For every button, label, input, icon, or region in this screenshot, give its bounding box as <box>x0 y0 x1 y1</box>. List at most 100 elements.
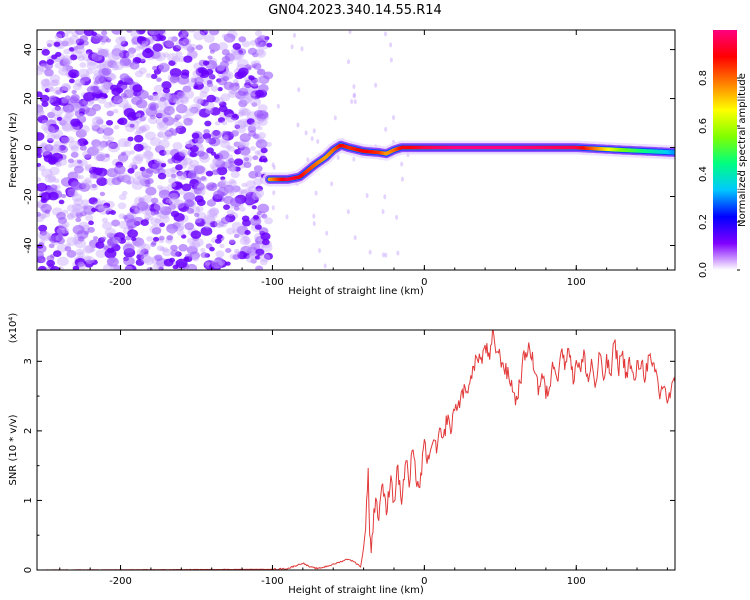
noise-blob <box>242 235 250 242</box>
noise-blob <box>365 193 369 199</box>
noise-blob <box>104 101 112 109</box>
noise-blob <box>209 73 215 79</box>
noise-blob <box>69 96 79 104</box>
noise-blob <box>167 53 179 62</box>
noise-blob <box>381 209 385 215</box>
noise-blob <box>140 254 152 264</box>
noise-blob <box>123 214 135 223</box>
noise-blob <box>107 51 120 62</box>
noise-blob <box>170 182 177 188</box>
noise-blob <box>59 119 67 126</box>
colorbar-tick-label: 0.8 <box>698 70 709 86</box>
noise-blob <box>297 87 301 93</box>
noise-blob <box>103 202 111 209</box>
noise-blob <box>228 87 238 95</box>
noise-blob <box>312 128 316 134</box>
noise-blob <box>154 52 166 62</box>
noise-blob <box>49 96 57 102</box>
noise-blob <box>138 125 147 132</box>
noise-blob <box>54 33 63 40</box>
noise-blob <box>49 74 61 83</box>
noise-blob <box>250 121 261 130</box>
noise-blob <box>156 77 162 82</box>
noise-blob <box>137 175 145 182</box>
noise-blob <box>162 135 170 141</box>
noise-blob <box>168 197 180 206</box>
noise-blob <box>41 49 50 56</box>
noise-blob <box>91 183 97 189</box>
noise-blob <box>259 253 271 263</box>
noise-blob <box>78 68 90 78</box>
noise-blob <box>186 46 195 53</box>
noise-blob <box>118 194 127 201</box>
noise-blob <box>238 67 249 77</box>
noise-blob <box>228 178 236 185</box>
noise-blob <box>90 207 97 213</box>
noise-blob <box>47 175 56 182</box>
noise-blob <box>384 126 388 132</box>
noise-blob <box>133 208 142 215</box>
noise-blob <box>63 104 75 114</box>
noise-blob <box>220 136 229 144</box>
noise-blob <box>232 185 241 193</box>
spectrogram-x-label: Height of straight line (km) <box>288 286 424 297</box>
noise-blob <box>101 217 109 223</box>
noise-blob <box>97 97 107 104</box>
noise-blob <box>192 255 200 262</box>
noise-blob <box>122 243 135 253</box>
noise-blob <box>250 258 257 264</box>
noise-blob <box>129 150 135 155</box>
noise-blob <box>189 151 198 158</box>
noise-blob <box>61 82 71 91</box>
noise-blob <box>60 118 69 125</box>
noise-blob <box>118 156 128 163</box>
noise-blob <box>312 221 316 227</box>
noise-blob <box>353 235 357 241</box>
noise-blob <box>167 98 174 104</box>
noise-blob <box>176 91 187 100</box>
noise-blob <box>217 259 225 266</box>
noise-blob <box>230 180 238 186</box>
noise-blob <box>368 249 372 255</box>
noise-blob <box>76 251 85 259</box>
noise-blob <box>160 206 172 216</box>
noise-blob <box>352 156 356 162</box>
noise-blob <box>61 193 67 199</box>
noise-blob <box>153 84 164 93</box>
noise-blob <box>41 119 49 126</box>
noise-blob <box>209 246 215 252</box>
noise-blob <box>53 178 60 184</box>
noise-blob <box>85 68 94 75</box>
noise-blob <box>234 124 241 129</box>
noise-blob <box>58 222 68 231</box>
noise-blob <box>113 43 126 54</box>
noise-blob <box>124 264 137 270</box>
noise-blob <box>43 125 56 135</box>
noise-blob <box>135 240 146 249</box>
noise-blob <box>243 239 250 245</box>
noise-blob <box>131 164 138 170</box>
noise-blob <box>41 78 50 86</box>
noise-blob <box>158 123 165 129</box>
noise-blob <box>249 146 256 151</box>
noise-blob <box>89 172 98 179</box>
noise-blob <box>263 252 273 260</box>
noise-blob <box>216 64 226 72</box>
noise-blob <box>91 139 101 148</box>
noise-blob <box>37 265 47 270</box>
noise-blob <box>150 73 158 79</box>
noise-blob <box>139 249 149 258</box>
noise-blob <box>49 166 60 176</box>
noise-blob <box>384 31 388 37</box>
noise-blob <box>162 41 168 46</box>
noise-blob <box>161 81 172 90</box>
noise-blob <box>156 132 164 138</box>
noise-blob <box>253 63 262 70</box>
noise-blob <box>167 36 175 42</box>
noise-blob <box>118 213 126 219</box>
noise-blob <box>246 118 255 125</box>
noise-blob <box>61 40 69 47</box>
noise-blob <box>82 205 88 210</box>
noise-blob <box>169 67 182 78</box>
noise-blob <box>143 145 152 152</box>
